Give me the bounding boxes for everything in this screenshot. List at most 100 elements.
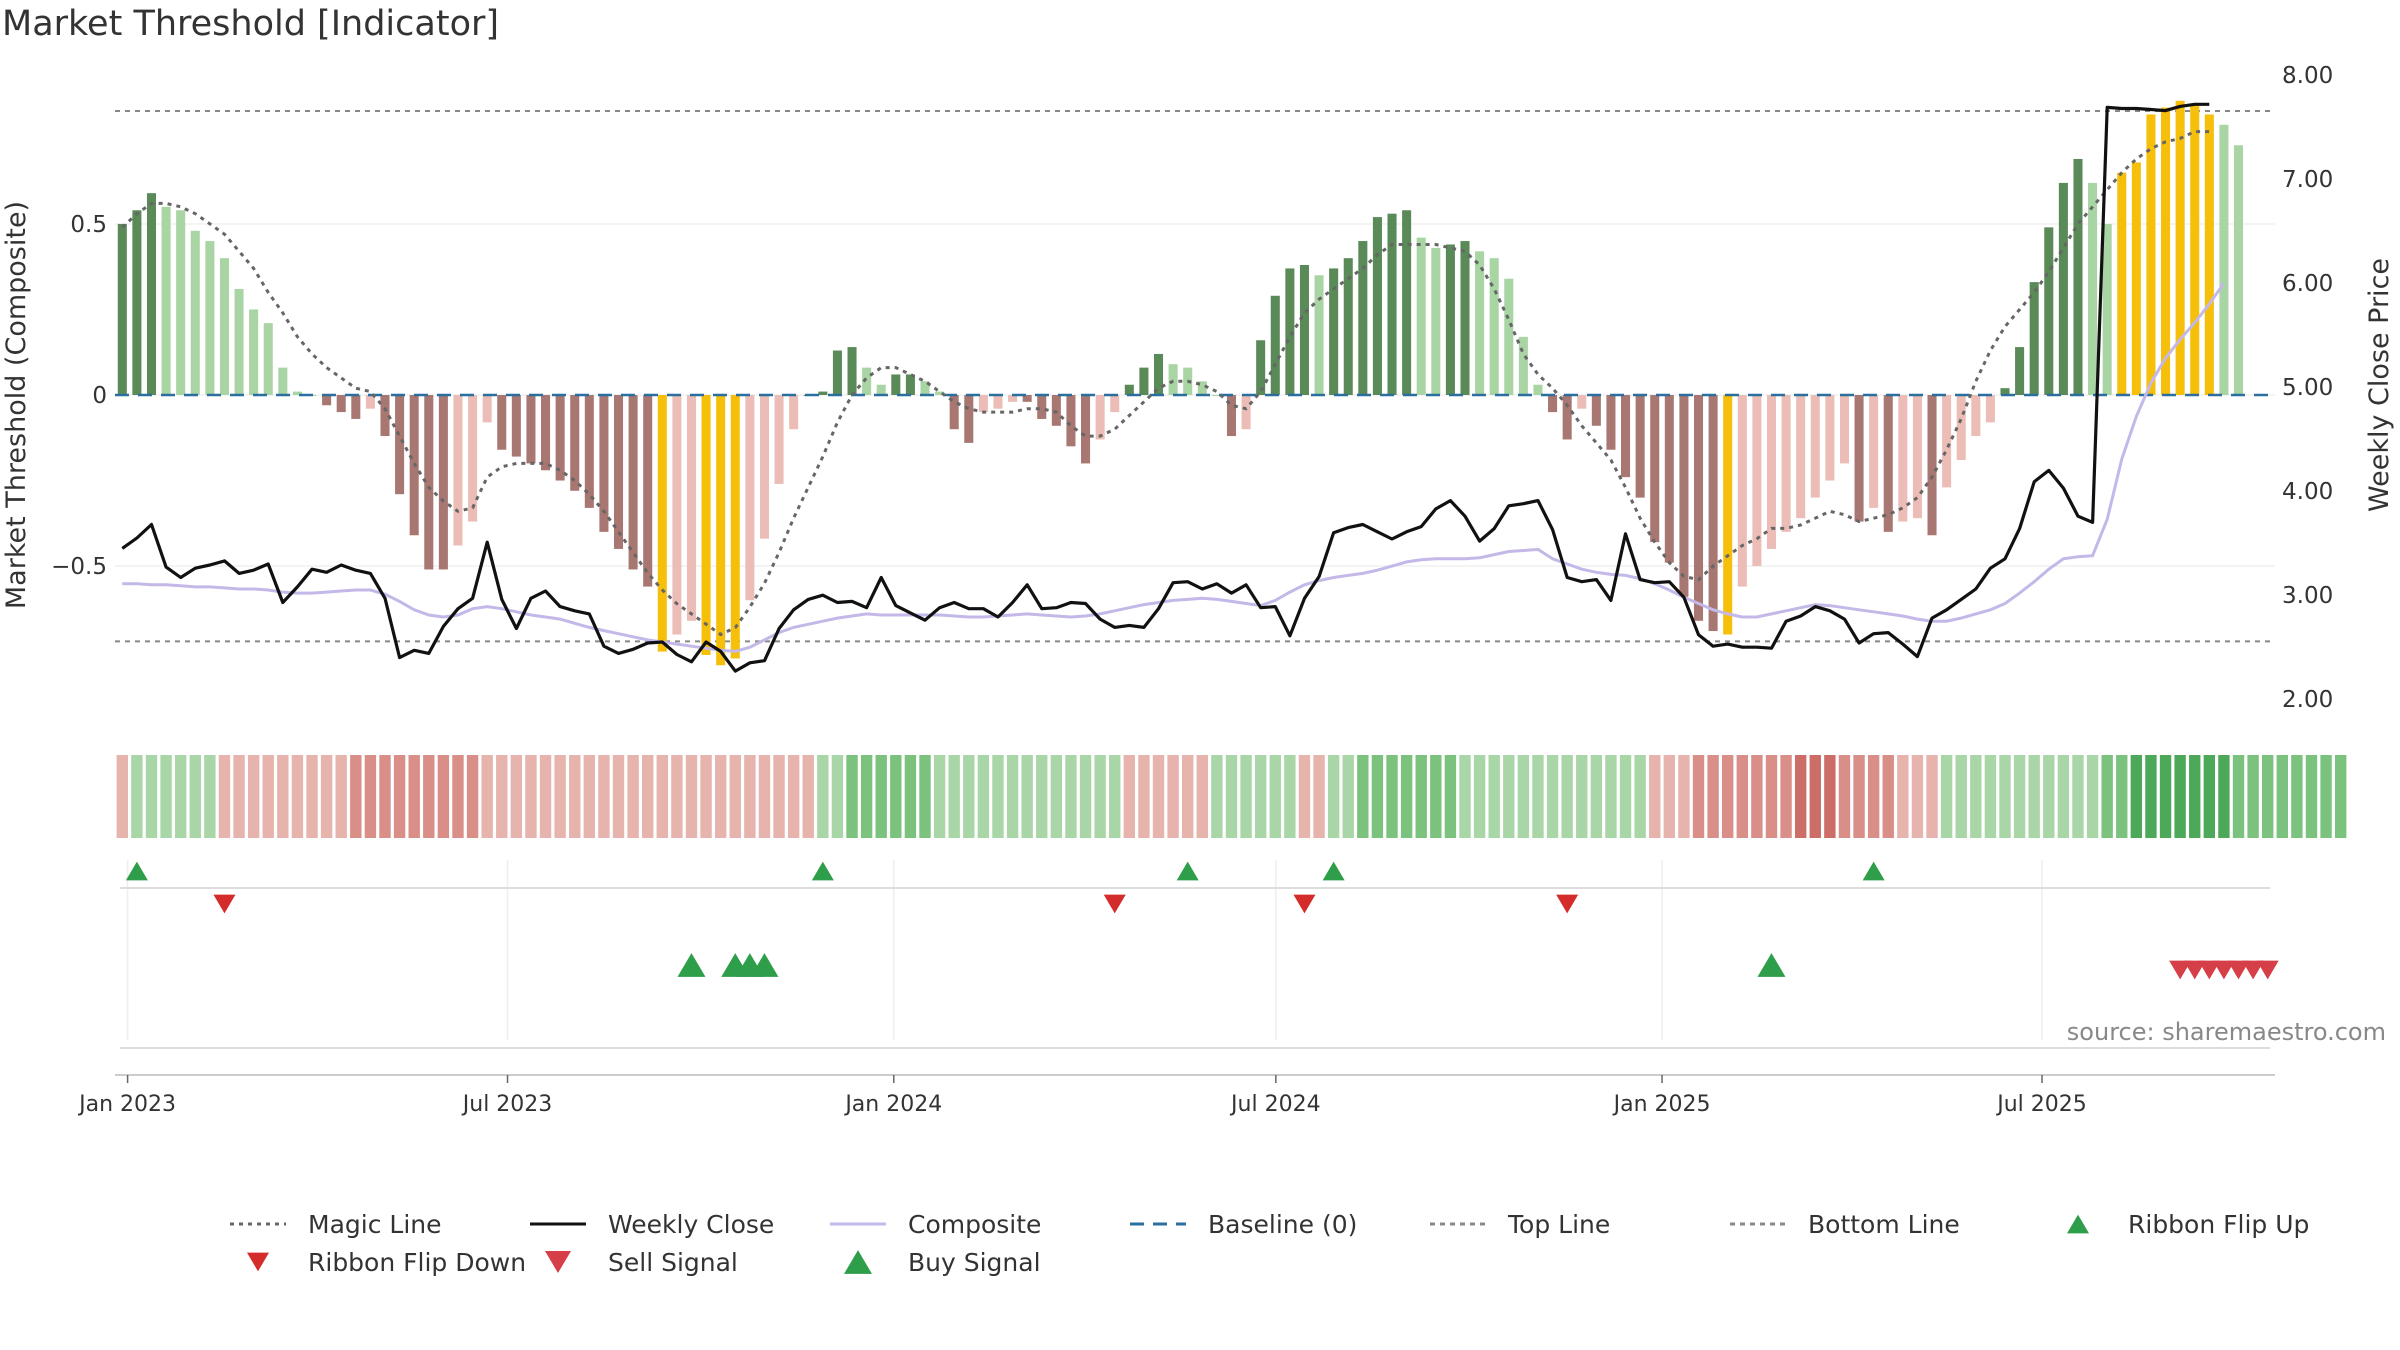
ribbon-cell <box>145 755 158 838</box>
ribbon-cell <box>1036 755 1048 838</box>
ribbon-cell <box>627 755 639 838</box>
composite-bar <box>1387 213 1397 395</box>
composite-bar <box>1839 395 1849 464</box>
composite-bar <box>1664 395 1674 563</box>
ribbon-cell <box>423 755 435 838</box>
composite-bar <box>132 210 142 395</box>
buy-signal-marker <box>1757 953 1786 977</box>
ribbon-cell <box>1327 755 1340 838</box>
composite-bar <box>2102 223 2112 395</box>
ribbon-cell <box>1824 755 1836 838</box>
ribbon-cell <box>2174 755 2186 838</box>
grid-layer <box>115 110 2275 1049</box>
sell-signal-marker <box>2212 960 2235 980</box>
composite-bar <box>1168 364 1178 395</box>
composite-bar <box>1256 340 1266 395</box>
composite-bar <box>1548 395 1558 413</box>
legend-label: Ribbon Flip Up <box>2128 1210 2309 1239</box>
ribbon-cell <box>1780 755 1792 838</box>
ribbon-cell <box>1269 755 1281 838</box>
composite-bar <box>949 395 959 430</box>
composite-bar <box>1591 395 1601 426</box>
composite-bar <box>905 374 915 395</box>
ribbon-cell <box>452 755 464 838</box>
legend-label: Magic Line <box>308 1210 442 1239</box>
composite-bar <box>993 395 1003 409</box>
ribbon-cell <box>233 755 245 838</box>
y-tick-label-right: 4.00 <box>2282 479 2333 505</box>
ribbon-cell <box>1444 755 1457 838</box>
composite-bar <box>117 223 127 395</box>
composite-bar <box>234 288 244 395</box>
ribbon-cell <box>189 755 201 838</box>
composite-bar <box>1431 247 1441 395</box>
composite-bar <box>1372 217 1382 395</box>
composite-bar <box>2233 145 2244 395</box>
ribbon-cell <box>642 755 654 838</box>
composite-bar <box>1314 275 1324 395</box>
composite-bar <box>1796 395 1806 519</box>
ribbon-cell <box>1473 755 1486 838</box>
sell-signal-marker <box>2256 960 2279 980</box>
ribbon-cell <box>1503 755 1515 838</box>
composite-bars <box>117 100 2244 666</box>
ribbon-cell <box>656 755 668 838</box>
composite-bar <box>1153 353 1164 395</box>
composite-bar <box>1810 395 1820 498</box>
legend-item: Bottom Line <box>1730 1210 1960 1239</box>
composite-bar <box>2044 227 2054 395</box>
ribbon-cell <box>218 755 231 838</box>
composite-bar <box>1927 395 1937 536</box>
y-tick-label-right: 7.00 <box>2282 167 2333 193</box>
composite-bar <box>219 258 229 395</box>
composite-bar <box>1781 395 1791 532</box>
ribbon-cell <box>306 755 318 838</box>
ribbon-cell <box>1079 755 1092 838</box>
composite-bar <box>1752 395 1762 567</box>
y-tick-label-right: 2.00 <box>2282 687 2333 713</box>
ribbon-cell <box>1634 755 1646 838</box>
composite-bar <box>249 309 259 395</box>
ribbon-cell <box>1955 755 1967 838</box>
ribbon-cell <box>2130 755 2143 838</box>
ribbon-cell <box>1430 755 1442 838</box>
ribbon-cell <box>1576 755 1588 838</box>
sell-signal-marker <box>2183 960 2206 980</box>
composite-bar <box>774 395 784 484</box>
ribbon-cell <box>1926 755 1938 838</box>
composite-bar <box>759 395 769 539</box>
composite-bar <box>2088 182 2098 395</box>
composite-bar <box>1504 278 1514 395</box>
ribbon-cell <box>1984 755 1997 838</box>
composite-bar <box>1212 395 1222 396</box>
composite-bar <box>322 395 332 406</box>
ribbon-cell <box>2276 755 2288 838</box>
legend-label: Weekly Close <box>608 1210 774 1239</box>
composite-bar <box>176 210 186 395</box>
ribbon-cell <box>671 755 683 838</box>
composite-bar <box>511 395 521 457</box>
composite-bar <box>2190 104 2200 396</box>
series-lines <box>115 102 2275 673</box>
ribbon-cell <box>1488 755 1500 838</box>
composite-bar <box>1197 381 1207 395</box>
ribbon-cell <box>1838 755 1851 838</box>
composite-bar <box>1693 395 1704 621</box>
ribbon-cell <box>335 755 347 838</box>
composite-bar <box>613 395 624 549</box>
composite-bar <box>1985 395 1995 423</box>
composite-bar <box>584 395 594 508</box>
ribbon-cell <box>685 755 698 838</box>
ribbon-flip-up-marker <box>811 861 834 881</box>
ribbon-cell <box>758 755 771 838</box>
composite-bar <box>2204 114 2214 395</box>
composite-bar <box>1329 268 1339 395</box>
composite-bar <box>730 395 740 659</box>
composite-bar <box>920 381 930 395</box>
ribbon-cell <box>2320 755 2332 838</box>
legend-item: Top Line <box>1430 1210 1610 1239</box>
composite-bar <box>2161 107 2171 395</box>
legend-item: Ribbon Flip Up <box>2067 1210 2309 1239</box>
ribbon-cell <box>992 755 1004 838</box>
composite-bar <box>351 395 361 419</box>
